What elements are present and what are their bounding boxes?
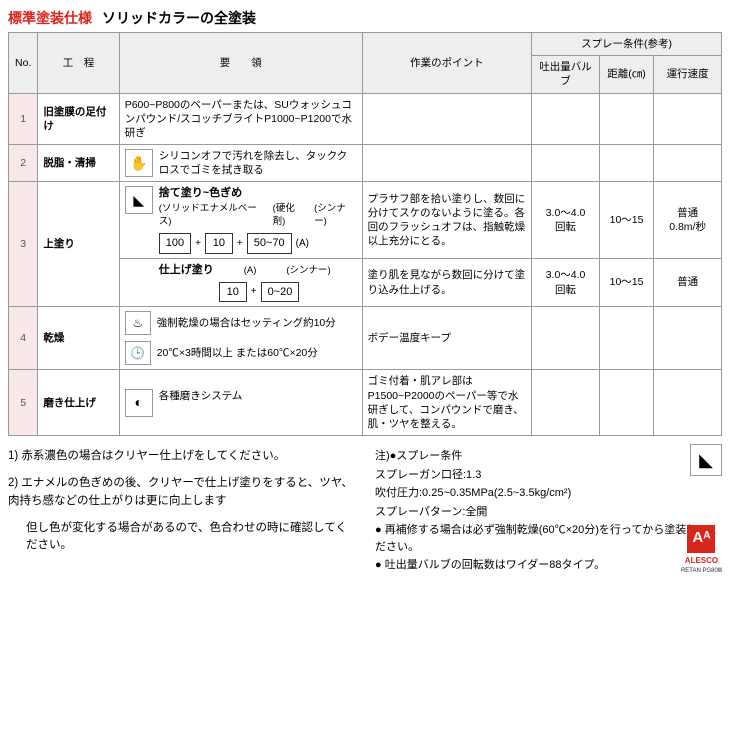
cell-dist: 10～15: [599, 182, 653, 258]
note-2: 2) エナメルの色ぎめの後、クリヤーで仕上げ塗りをすると、ツヤ、肉持ち感などの仕…: [8, 475, 355, 510]
logo-sub: RETAN PG80Ⅲ: [681, 567, 722, 576]
th-proc: 工 程: [38, 33, 119, 94]
cell-point: ボデー温度キープ: [362, 307, 531, 370]
cell-no: 3: [9, 182, 38, 307]
cell-no: 1: [9, 93, 38, 145]
cell-no: 5: [9, 370, 38, 436]
heat-icon: ♨: [125, 311, 151, 335]
cell-no: 2: [9, 145, 38, 182]
th-dist: 距離(㎝): [599, 56, 653, 93]
ratio-row: 100+ 10+ 50~70 (A): [159, 233, 357, 254]
table-row: 5 磨き仕上げ ◐ 各種磨きシステム ゴミ付着・肌アレ部はP1500~P2000の…: [9, 370, 722, 436]
ratio-row: 10+ 0~20: [159, 282, 357, 303]
logo-brand: ALESCO: [681, 555, 722, 567]
cell-dist: 10～15: [599, 258, 653, 307]
cell-point: ゴミ付着・肌アレ部はP1500~P2000のペーパー等で水研ぎして、コンパウンド…: [362, 370, 531, 436]
title-row: 標準塗装仕様 ソリッドカラーの全塗装: [8, 8, 722, 28]
spray-l2: 吹付圧力:0.25~0.35MPa(2.5~3.5kg/cm²): [375, 485, 722, 502]
notes-section: 1) 赤系濃色の場合はクリヤー仕上げをしてください。 2) エナメルの色ぎめの後…: [8, 448, 722, 576]
cell-proc: 脱脂・清掃: [38, 145, 119, 182]
cell-valve: 3.0～4.0 回転: [532, 258, 600, 307]
cell-proc: 磨き仕上げ: [38, 370, 119, 436]
note-2b: 但し色が変化する場合があるので、色合わせの時に確認してください。: [8, 520, 355, 555]
youryou-text: 各種磨きシステム: [159, 389, 243, 403]
notes-left: 1) 赤系濃色の場合はクリヤー仕上げをしてください。 2) エナメルの色ぎめの後…: [8, 448, 355, 576]
youryou-text: シリコンオフで汚れを除去し、タッククロスでゴミを拭き取る: [159, 149, 357, 177]
spec-table: No. 工 程 要 領 作業のポイント スプレー条件(参考) 吐出量バルブ 距離…: [8, 32, 722, 436]
spray-l1: スプレーガン口径:1.3: [375, 467, 722, 484]
table-row: 3 上塗り ◣ 捨て塗り~色ぎめ (ソリッドエナメルベース) (硬化剤) (シン…: [9, 182, 722, 258]
table-row: 1 旧塗膜の足付け P600~P800のペーパーまたは、SUウォッシュコンパウン…: [9, 93, 722, 145]
spray-l4: ● 再補修する場合は必ず強制乾燥(60℃×20分)を行ってから塗装してください。: [375, 522, 722, 555]
table-row: 4 乾燥 ♨強制乾燥の場合はセッティング約10分 🕒20℃×3時間以上 または6…: [9, 307, 722, 370]
cell-speed: 普通 0.8m/秒: [654, 182, 722, 258]
table-row: 2 脱脂・清掃 ✋シリコンオフで汚れを除去し、タッククロスでゴミを拭き取る: [9, 145, 722, 182]
clock-icon: 🕒: [125, 341, 151, 365]
spray-head: 注)●スプレー条件: [375, 448, 722, 465]
th-no: No.: [9, 33, 38, 94]
cell-proc: 乾燥: [38, 307, 119, 370]
cell-no: 4: [9, 307, 38, 370]
cell-youryou: ◐ 各種磨きシステム: [119, 370, 362, 436]
th-speed: 運行速度: [654, 56, 722, 93]
th-spray-group: スプレー条件(参考): [532, 33, 722, 56]
cell-speed: 普通: [654, 258, 722, 307]
cell-valve: 3.0～4.0 回転: [532, 182, 600, 258]
cell-youryou: ♨強制乾燥の場合はセッティング約10分 🕒20℃×3時間以上 または60℃×20…: [119, 307, 362, 370]
title-black: ソリッドカラーの全塗装: [102, 8, 256, 28]
cell-proc: 旧塗膜の足付け: [38, 93, 119, 145]
th-valve: 吐出量バルブ: [532, 56, 600, 93]
logo-mark: Aᴬ: [687, 525, 715, 553]
cell-point: [362, 93, 531, 145]
spray-l5: ● 吐出量バルブの回転数はワイダー88タイプ。: [375, 557, 722, 574]
notes-right: ◣ 注)●スプレー条件 スプレーガン口径:1.3 吹付圧力:0.25~0.35M…: [375, 448, 722, 576]
th-point: 作業のポイント: [362, 33, 531, 94]
spray-l3: スプレーパターン:全開: [375, 504, 722, 521]
spray-gun-icon: ◣: [125, 186, 153, 214]
youryou-text: P600~P800のペーパーまたは、SUウォッシュコンパウンド/スコッチブライト…: [125, 98, 357, 141]
cell-proc: 上塗り: [38, 182, 119, 307]
cell-youryou: 仕上げ塗り (A) (シンナー) 10+ 0~20: [119, 258, 362, 307]
wipe-icon: ✋: [125, 149, 153, 177]
note-1: 1) 赤系濃色の場合はクリヤー仕上げをしてください。: [8, 448, 355, 465]
sub-head: 捨て塗り~色ぎめ: [159, 186, 357, 201]
spray-gun-icon: ◣: [690, 444, 722, 476]
cell-point: 塗り肌を見ながら数回に分けて塗り込み仕上げる。: [362, 258, 531, 307]
title-red: 標準塗装仕様: [8, 8, 92, 28]
cell-youryou: ◣ 捨て塗り~色ぎめ (ソリッドエナメルベース) (硬化剤) (シンナー) 10…: [119, 182, 362, 258]
polish-icon: ◐: [125, 389, 153, 417]
sub-head: 仕上げ塗り: [159, 263, 214, 278]
cell-point: プラサフ部を拾い塗りし、数回に分けてスケのないように塗る。各回のフラッシュオフは…: [362, 182, 531, 258]
cell-youryou: P600~P800のペーパーまたは、SUウォッシュコンパウンド/スコッチブライト…: [119, 93, 362, 145]
brand-logo: Aᴬ ALESCO RETAN PG80Ⅲ: [681, 525, 722, 576]
th-youryou: 要 領: [119, 33, 362, 94]
cell-youryou: ✋シリコンオフで汚れを除去し、タッククロスでゴミを拭き取る: [119, 145, 362, 182]
